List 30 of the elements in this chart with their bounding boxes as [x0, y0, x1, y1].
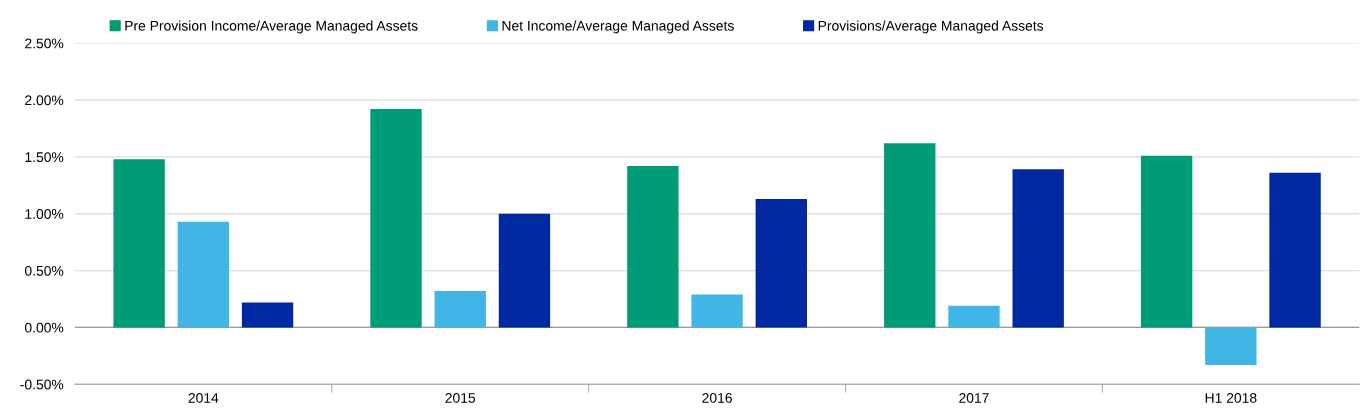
bar [948, 305, 1000, 328]
y-tick-label: 2.00% [25, 95, 64, 106]
x-tick-label: 2014 [188, 392, 219, 403]
bar [1205, 327, 1257, 365]
y-tick-label: 1.00% [25, 209, 64, 219]
legend-label: Net Income/Average Managed Assets [502, 20, 734, 34]
bar [370, 109, 422, 328]
y-tick-label: 0.00% [24, 322, 64, 333]
bar [177, 221, 230, 328]
x-tick-label: 2017 [959, 392, 989, 403]
x-tick-label: H1 2018 [1205, 392, 1257, 403]
legend-label: Provisions/Average Managed Assets [818, 20, 1044, 34]
bar [755, 198, 807, 328]
bar [1012, 169, 1064, 328]
bar [691, 294, 743, 328]
bar [627, 165, 679, 328]
bar [1140, 155, 1193, 328]
bar [884, 143, 936, 328]
x-tick-label: 2016 [702, 392, 732, 403]
y-tick-label: -0.50% [20, 379, 64, 390]
bar [498, 213, 551, 328]
y-tick-label: 2.50% [25, 38, 64, 49]
bar [1269, 172, 1321, 328]
y-tick-label: 1.50% [25, 152, 64, 163]
y-tick-label: 0.50% [24, 265, 64, 276]
x-tick-label: 2015 [445, 392, 476, 403]
bar [113, 159, 165, 328]
bar [241, 302, 294, 328]
legend-label: Pre Provision Income/Average Managed Assets [125, 20, 418, 34]
bar [434, 291, 486, 328]
